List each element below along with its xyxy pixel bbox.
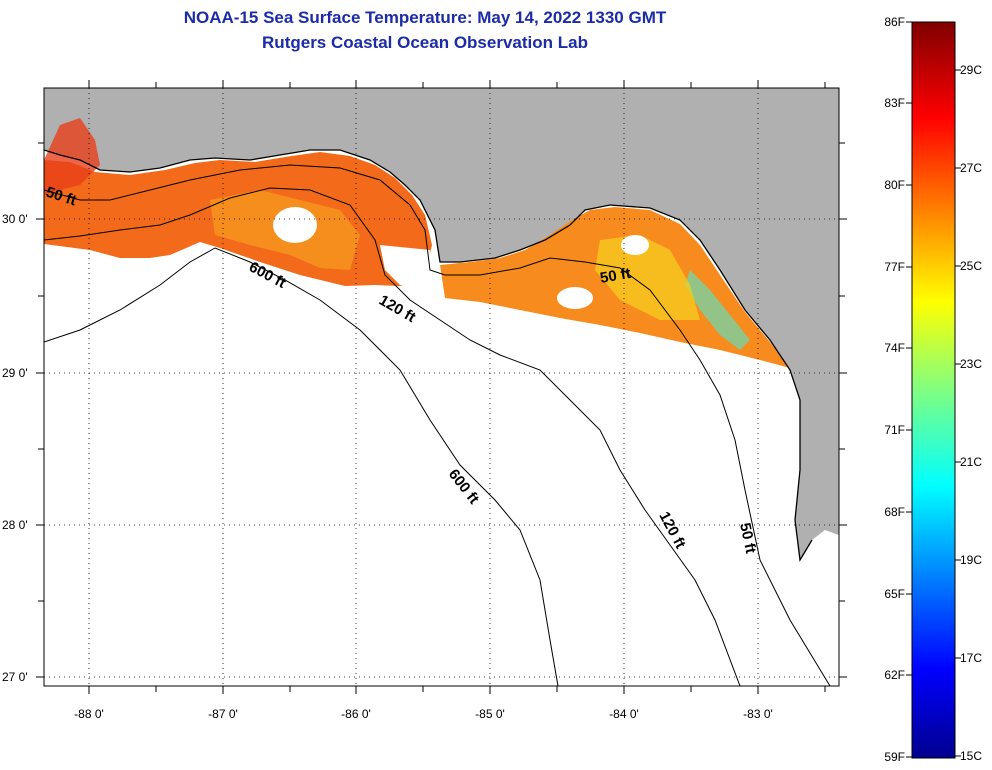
map-frame <box>43 87 840 687</box>
colorbar-c-label: 19C <box>960 553 982 567</box>
colorbar-f-label: 83F <box>884 96 905 110</box>
colorbar <box>911 21 956 759</box>
colorbar-f-label: 80F <box>884 178 905 192</box>
lat-label: 29 0' <box>2 366 28 380</box>
cloud-patch <box>273 207 317 243</box>
lon-label: -85 0' <box>475 707 505 721</box>
contour-120ft <box>44 187 741 686</box>
colorbar-c-label: 27C <box>960 161 982 175</box>
cloud-patch <box>557 287 593 309</box>
lon-label: -87 0' <box>208 707 238 721</box>
lat-label: 27 0' <box>2 670 28 684</box>
colorbar-c-label: 23C <box>960 357 982 371</box>
sst-band-east-cool <box>685 270 750 350</box>
colorbar-f-label: 62F <box>884 668 905 682</box>
contour-label: 50 ft <box>736 521 759 555</box>
colorbar-c-label: 21C <box>960 455 982 469</box>
colorbar-f-label: 86F <box>884 15 905 29</box>
colorbar-f-label: 68F <box>884 505 905 519</box>
colorbar-c-label: 15C <box>960 749 982 763</box>
land-north <box>44 88 839 535</box>
lon-label: -88 0' <box>74 707 104 721</box>
chart-subtitle: Rutgers Coastal Ocean Observation Lab <box>262 33 588 52</box>
contour-label: 50 ft <box>599 265 632 287</box>
lat-label: 30 0' <box>2 212 28 226</box>
land-peninsula <box>795 470 839 560</box>
contour-50ft <box>44 164 831 686</box>
lon-label: -86 0' <box>341 707 371 721</box>
lat-label: 28 0' <box>2 518 28 532</box>
sst-band-east-yellow <box>595 235 700 320</box>
chart-title: NOAA-15 Sea Surface Temperature: May 14,… <box>183 8 667 27</box>
coastline <box>44 149 813 562</box>
lon-label: -83 0' <box>743 707 773 721</box>
cloud-patch <box>621 235 649 255</box>
colorbar-c-label: 25C <box>960 259 982 273</box>
sst-band-west-red <box>44 118 100 195</box>
colorbar-f-label: 65F <box>884 587 905 601</box>
lon-label: -84 0' <box>609 707 639 721</box>
colorbar-f-label: 74F <box>884 341 905 355</box>
axis-ticks <box>36 80 847 694</box>
cloud-patch <box>380 245 430 290</box>
colorbar-ticks <box>906 21 961 758</box>
contour-600ft <box>44 247 559 686</box>
colorbar-f-label: 71F <box>884 423 905 437</box>
colorbar-f-label: 59F <box>884 750 905 764</box>
colorbar-c-label: 17C <box>960 651 982 665</box>
colorbar-c-label: 29C <box>960 63 982 77</box>
colorbar-f-label: 77F <box>884 260 905 274</box>
